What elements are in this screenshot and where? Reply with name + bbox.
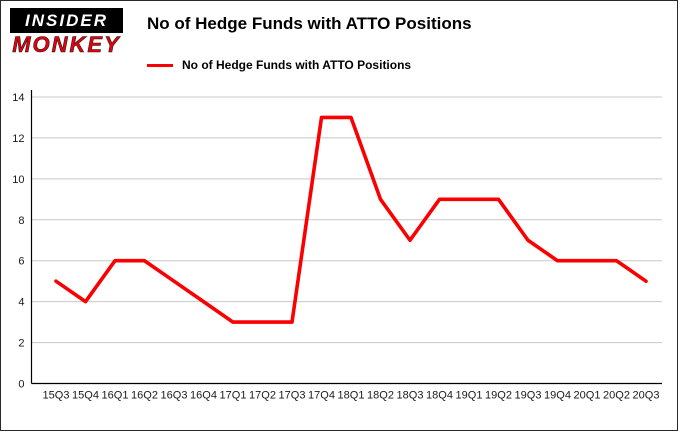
y-tick-label: 6 [18,256,24,268]
x-tick-label: 17Q1 [220,390,247,402]
chart-title: No of Hedge Funds with ATTO Positions [147,14,472,33]
x-tick-label: 16Q1 [102,390,129,402]
x-tick-label: 16Q4 [190,390,217,402]
x-tick-label: 19Q4 [544,390,571,402]
x-tick-label: 16Q2 [131,390,158,402]
x-tick-label: 19Q1 [456,390,483,402]
logo-monkey-text: MONKEY [12,32,121,57]
y-tick-label: 0 [18,379,24,391]
x-tick-label: 16Q3 [161,390,188,402]
x-tick-label: 20Q3 [633,390,660,402]
data-line [54,115,648,324]
y-tick-label: 4 [18,297,24,309]
x-tick-label: 19Q2 [485,390,512,402]
y-tick-label: 8 [18,215,24,227]
x-tick-label: 18Q4 [426,390,453,402]
y-tick-label: 12 [12,133,24,145]
x-tick-label: 20Q2 [603,390,630,402]
x-tick-label: 18Q3 [397,390,424,402]
logo-insider-text: INSIDER [10,8,123,33]
x-tick-label: 15Q4 [72,390,99,402]
x-tick-label: 19Q3 [515,390,542,402]
x-tick-label: 18Q1 [338,390,365,402]
x-tick-label: 17Q4 [308,390,335,402]
legend-line-swatch [147,63,173,67]
legend-label: No of Hedge Funds with ATTO Positions [182,58,412,72]
legend: No of Hedge Funds with ATTO Positions [147,58,411,72]
y-tick-label: 10 [12,174,24,186]
header: INSIDER MONKEY No of Hedge Funds with AT… [1,1,677,85]
x-tick-label: 15Q3 [43,390,70,402]
x-tick-label: 18Q2 [367,390,394,402]
y-tick-label: 2 [18,338,24,350]
x-tick-label: 17Q3 [279,390,306,402]
insider-monkey-logo: INSIDER MONKEY [10,8,123,57]
x-tick-label: 20Q1 [574,390,601,402]
x-tick-label: 17Q2 [249,390,276,402]
y-tick-label: 14 [12,92,24,104]
